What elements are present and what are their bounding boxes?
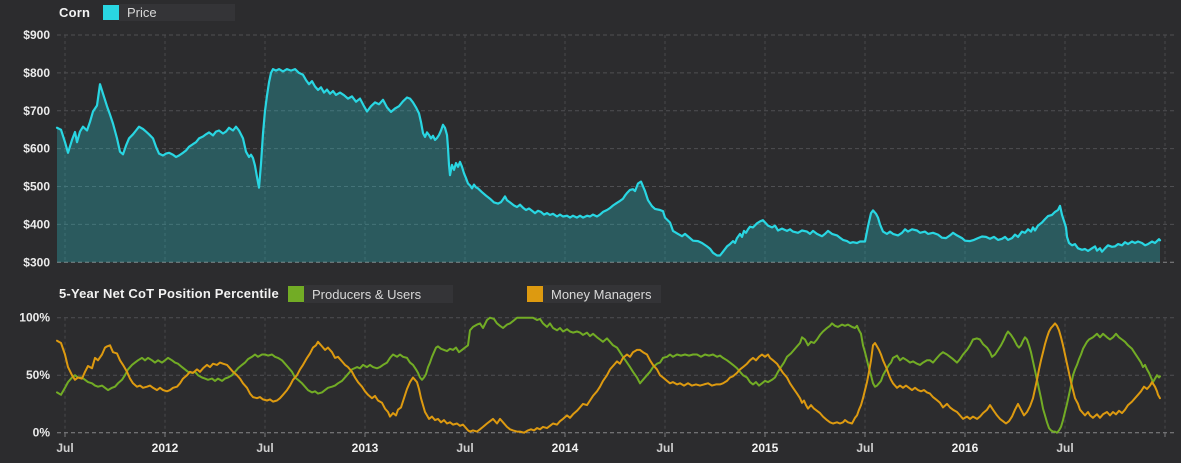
price-legend-item[interactable]: Price bbox=[103, 4, 235, 21]
cot-y-axis-label: 100% bbox=[19, 311, 50, 325]
x-axis-label: Jul bbox=[456, 441, 473, 455]
x-axis-label: 2014 bbox=[552, 441, 579, 455]
producers-legend-item[interactable]: Producers & Users bbox=[288, 285, 453, 303]
producers-users-series-line bbox=[56, 316, 1161, 434]
cot-y-axis-label: 0% bbox=[33, 426, 51, 440]
price-y-axis-label: $500 bbox=[23, 180, 50, 194]
money-managers-series-line bbox=[56, 322, 1161, 434]
x-axis-label: 2012 bbox=[152, 441, 179, 455]
x-axis-label: 2013 bbox=[352, 441, 379, 455]
money-managers-legend-item[interactable]: Money Managers bbox=[527, 285, 661, 303]
x-axis-label: Jul bbox=[856, 441, 873, 455]
x-axis-label: Jul bbox=[656, 441, 673, 455]
price-y-axis-label: $400 bbox=[23, 217, 50, 231]
x-axis-label: Jul bbox=[1056, 441, 1073, 455]
producers-legend-label: Producers & Users bbox=[304, 285, 453, 303]
money-managers-legend-label: Money Managers bbox=[543, 285, 661, 303]
x-axis-label: 2016 bbox=[952, 441, 979, 455]
price-series-area bbox=[57, 69, 1160, 263]
price-legend-label: Price bbox=[119, 4, 235, 21]
x-axis-label: Jul bbox=[56, 441, 73, 455]
producers-legend-swatch-icon bbox=[288, 286, 304, 302]
price-y-axis-label: $600 bbox=[23, 142, 50, 156]
price-legend-swatch-icon bbox=[103, 5, 119, 20]
price-y-axis-label: $900 bbox=[23, 28, 50, 42]
cot-y-axis-label: 50% bbox=[26, 368, 50, 382]
price-y-axis-label: $800 bbox=[23, 66, 50, 80]
price-chart-title: Corn bbox=[59, 5, 91, 20]
x-axis-label: 2015 bbox=[752, 441, 779, 455]
x-axis-label: Jul bbox=[256, 441, 273, 455]
price-series-line bbox=[55, 67, 1162, 257]
price-y-axis-label: $300 bbox=[23, 255, 50, 269]
money-managers-legend-swatch-icon bbox=[527, 286, 543, 302]
price-y-axis-label: $700 bbox=[23, 104, 50, 118]
cot-chart-title: 5-Year Net CoT Position Percentile bbox=[59, 286, 279, 301]
